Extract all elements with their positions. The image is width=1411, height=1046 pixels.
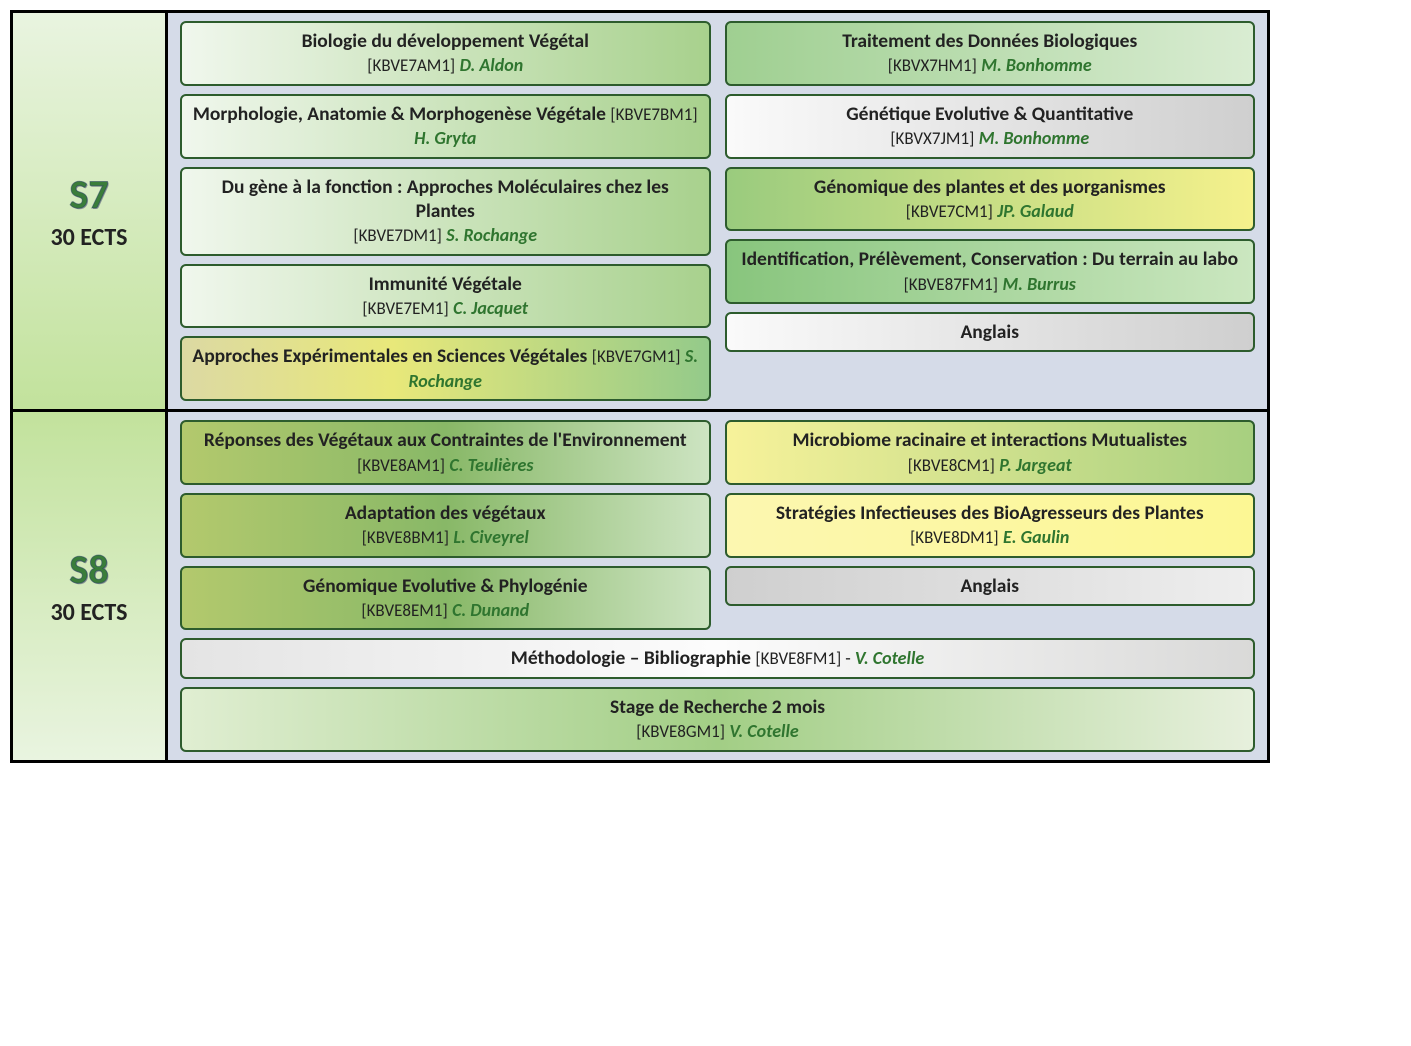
semester-ects: 30 ECTS	[50, 223, 127, 252]
course-instructor: V. Cotelle	[855, 647, 924, 669]
course-instructor: S. Rochange	[446, 224, 537, 246]
course-title: Biologie du développement Végétal	[302, 29, 589, 53]
course-code: [KBVE8BM1]	[362, 527, 449, 548]
course-title: Anglais	[960, 574, 1019, 598]
course-card: Génomique des plantes et des μorganismes…	[725, 167, 1256, 232]
semester-code: S7	[69, 170, 108, 219]
right-column: Traitement des Données Biologiques[KBVX7…	[725, 21, 1256, 401]
course-title: Méthodologie – Bibliographie	[511, 646, 751, 670]
course-title: Microbiome racinaire et interactions Mut…	[792, 428, 1187, 452]
course-instructor: M. Bonhomme	[979, 127, 1089, 149]
columns: Réponses des Végétaux aux Contraintes de…	[180, 420, 1255, 630]
semester-sidebar: S8 30 ECTS	[13, 412, 168, 759]
course-title: Génétique Evolutive & Quantitative	[846, 102, 1133, 126]
semester-code: S8	[69, 545, 108, 594]
course-title: Approches Expérimentales en Sciences Vég…	[192, 344, 587, 368]
course-code: [KBVX7HM1]	[888, 55, 977, 76]
separator: -	[841, 647, 855, 669]
semester-ects: 30 ECTS	[50, 598, 127, 627]
course-instructor: L. Civeyrel	[453, 526, 528, 548]
course-title: Génomique des plantes et des μorganismes	[814, 175, 1166, 199]
curriculum-grid: S7 30 ECTS Biologie du développement Végét…	[10, 10, 1270, 763]
course-code: [KBVE8AM1]	[357, 455, 445, 476]
course-code: [KBVE8FM1]	[755, 648, 841, 669]
course-code: [KBVE7CM1]	[906, 201, 993, 222]
semester-content: Biologie du développement Végétal[KBVE7A…	[168, 13, 1267, 409]
course-instructor: D. Aldon	[460, 54, 524, 76]
course-title: Adaptation des végétaux	[345, 501, 546, 525]
course-instructor: P. Jargeat	[999, 454, 1071, 476]
course-card: Biologie du développement Végétal[KBVE7A…	[180, 21, 711, 86]
course-card: Méthodologie – Bibliographie [KBVE8FM1] …	[180, 638, 1255, 678]
course-card: Anglais	[725, 312, 1256, 352]
left-column: Biologie du développement Végétal[KBVE7A…	[180, 21, 711, 401]
course-title: Immunité Végétale	[369, 272, 522, 296]
course-card: Stage de Recherche 2 mois[KBVE8GM1] V. C…	[180, 687, 1255, 752]
course-instructor: C. Jacquet	[453, 297, 528, 319]
course-card: Du gène à la fonction : Approches Molécu…	[180, 167, 711, 256]
course-card: Anglais	[725, 566, 1256, 606]
course-instructor: M. Bonhomme	[981, 54, 1091, 76]
course-card: Microbiome racinaire et interactions Mut…	[725, 420, 1256, 485]
course-title: Traitement des Données Biologiques	[842, 29, 1137, 53]
course-card: Approches Expérimentales en Sciences Vég…	[180, 336, 711, 401]
semester-content: Réponses des Végétaux aux Contraintes de…	[168, 412, 1267, 759]
course-title: Morphologie, Anatomie & Morphogenèse Vég…	[193, 102, 606, 126]
course-code: [KBVE7BM1]	[610, 104, 697, 125]
course-code: [KBVE8CM1]	[908, 455, 995, 476]
course-instructor: JP. Galaud	[997, 200, 1073, 222]
course-instructor: H. Gryta	[414, 127, 476, 149]
left-column: Réponses des Végétaux aux Contraintes de…	[180, 420, 711, 630]
course-card: Identification, Prélèvement, Conservatio…	[725, 239, 1256, 304]
course-code: [KBVE7EM1]	[362, 298, 448, 319]
course-instructor: C. Dunand	[452, 599, 529, 621]
course-card: Immunité Végétale[KBVE7EM1] C. Jacquet	[180, 264, 711, 329]
full-width-rows: Méthodologie – Bibliographie [KBVE8FM1] …	[180, 638, 1255, 751]
course-instructor: C. Teulières	[449, 454, 533, 476]
course-code: [KBVE8GM1]	[636, 721, 725, 742]
course-card: Traitement des Données Biologiques[KBVX7…	[725, 21, 1256, 86]
course-code: [KBVX7JM1]	[890, 128, 974, 149]
course-title: Anglais	[960, 320, 1019, 344]
semester-row: S8 30 ECTS Réponses des Végétaux aux Contr…	[13, 412, 1267, 759]
semester-sidebar: S7 30 ECTS	[13, 13, 168, 409]
course-code: [KBVE7GM1]	[592, 346, 681, 367]
course-code: [KBVE7AM1]	[367, 55, 455, 76]
course-card: Stratégies Infectieuses des BioAgresseur…	[725, 493, 1256, 558]
course-instructor: V. Cotelle	[729, 720, 798, 742]
right-column: Microbiome racinaire et interactions Mut…	[725, 420, 1256, 630]
course-title: Stage de Recherche 2 mois	[610, 695, 825, 719]
course-title: Réponses des Végétaux aux Contraintes de…	[204, 428, 687, 452]
course-card: Morphologie, Anatomie & Morphogenèse Vég…	[180, 94, 711, 159]
course-code: [KBVE8DM1]	[910, 527, 998, 548]
course-instructor: E. Gaulin	[1003, 526, 1069, 548]
course-code: [KBVE8EM1]	[361, 600, 447, 621]
course-title: Génomique Evolutive & Phylogénie	[303, 574, 588, 598]
course-instructor: M. Burrus	[1002, 273, 1075, 295]
course-card: Adaptation des végétaux[KBVE8BM1] L. Civ…	[180, 493, 711, 558]
course-card: Génomique Evolutive & Phylogénie[KBVE8EM…	[180, 566, 711, 631]
course-title: Du gène à la fonction : Approches Molécu…	[222, 175, 669, 223]
course-code: [KBVE7DM1]	[353, 225, 441, 246]
course-title: Stratégies Infectieuses des BioAgresseur…	[776, 501, 1204, 525]
course-title: Identification, Prélèvement, Conservatio…	[741, 247, 1238, 271]
semester-row: S7 30 ECTS Biologie du développement Végét…	[13, 13, 1267, 412]
columns: Biologie du développement Végétal[KBVE7A…	[180, 21, 1255, 401]
course-card: Génétique Evolutive & Quantitative[KBVX7…	[725, 94, 1256, 159]
course-card: Réponses des Végétaux aux Contraintes de…	[180, 420, 711, 485]
course-code: [KBVE87FM1]	[904, 274, 998, 295]
